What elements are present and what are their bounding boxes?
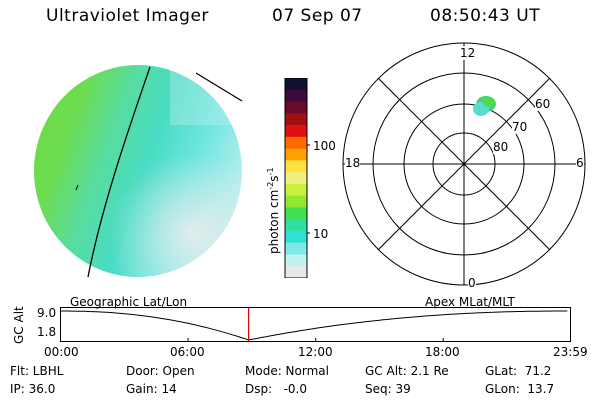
- glat-value: GLat: 71.2: [485, 364, 552, 378]
- ytick-1-8: 1.8: [37, 325, 57, 339]
- limb-line: [195, 72, 243, 102]
- colorbar-swatch: [285, 254, 307, 267]
- mlat-label-80: 80: [493, 140, 509, 154]
- colorbar-swatch: [285, 125, 307, 138]
- xtick-0000: 00:00: [44, 345, 79, 359]
- colorbar-swatch: [285, 230, 307, 244]
- mlt-label-6: 6: [576, 156, 584, 170]
- colorbar-swatch: [285, 266, 307, 278]
- xtick-1200: 12:00: [298, 345, 333, 359]
- mlat-label-70: 70: [512, 120, 528, 134]
- colorbar-swatch: [285, 172, 307, 185]
- mode-value: Mode: Normal: [245, 364, 329, 378]
- gc-alt-value: GC Alt: 2.1 Re: [365, 364, 449, 378]
- polar-dial: [342, 42, 586, 286]
- ytick-9: 9.0: [37, 306, 57, 320]
- gc-alt-axis-label: GC Alt: [12, 306, 26, 344]
- instrument-title: Ultraviolet Imager: [46, 6, 209, 26]
- colorbar-swatch: [285, 207, 307, 220]
- colorbar-unit-label: photon cm-2s-1: [266, 167, 281, 254]
- colorbar-tick-10: 10: [313, 227, 329, 241]
- colorbar-swatch: [285, 78, 307, 91]
- seq-value: Seq: 39: [365, 382, 411, 396]
- gain-value: Gain: 14: [126, 382, 177, 396]
- colorbar-swatch: [285, 148, 307, 161]
- door-value: Door: Open: [126, 364, 195, 378]
- altitude-curve: [60, 310, 568, 341]
- colorbar-swatch: [285, 136, 307, 150]
- terminator-line: [87, 66, 151, 278]
- colorbar-swatch: [285, 160, 307, 173]
- time-label: 08:50:43 UT: [430, 6, 541, 26]
- colorbar-swatch: [285, 195, 307, 208]
- colorbar-swatch: [285, 242, 307, 255]
- xtick-1800: 18:00: [425, 345, 460, 359]
- dsp-value: Dsp: -0.0: [245, 382, 308, 396]
- colorbar-swatch: [285, 113, 307, 126]
- mlt-label-0: 0: [468, 276, 476, 290]
- geographic-title: Geographic Lat/Lon: [70, 295, 188, 309]
- apex-title: Apex MLat/MLT: [425, 295, 515, 309]
- glon-value: GLon: 13.7: [485, 382, 555, 396]
- colorbar-swatch: [285, 101, 307, 114]
- colorbar-swatch: [285, 89, 307, 103]
- ip-value: IP: 36.0: [10, 382, 56, 396]
- xtick-0600: 06:00: [170, 345, 205, 359]
- colorbar-swatch: [285, 219, 307, 232]
- mlt-label-18: 18: [345, 156, 361, 170]
- altitude-timeline: [60, 307, 571, 342]
- colorbar: [284, 78, 310, 278]
- uv-image-disk: [34, 65, 243, 278]
- xtick-2359: 23:59: [553, 345, 588, 359]
- mlat-label-60: 60: [535, 97, 551, 111]
- colorbar-tick-100: 100: [313, 139, 336, 153]
- date-label: 07 Sep 07: [272, 6, 363, 26]
- flt-value: Flt: LBHL: [10, 364, 64, 378]
- colorbar-swatch: [285, 183, 307, 197]
- mlt-label-12: 12: [460, 46, 476, 60]
